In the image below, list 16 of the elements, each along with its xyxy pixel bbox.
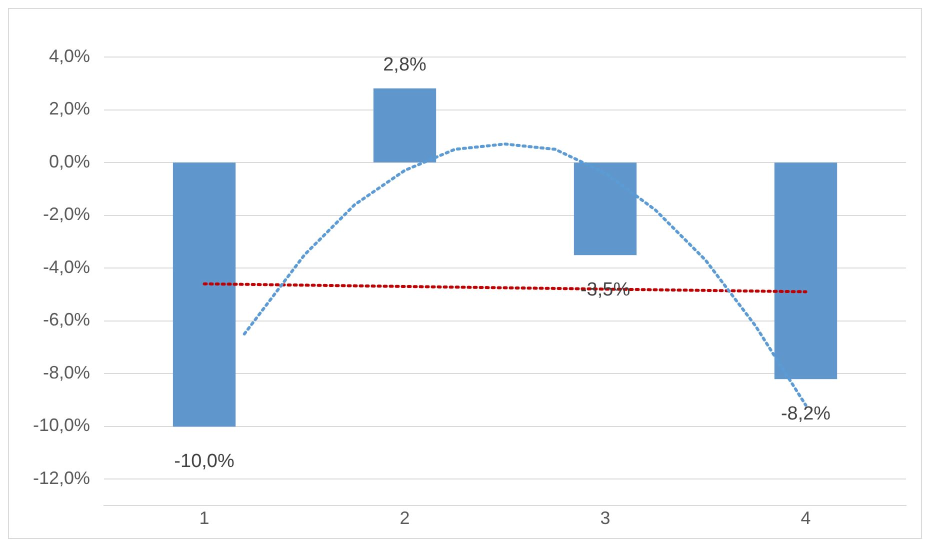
y-tick-label: -4,0% (43, 256, 90, 277)
data-label: 2,8% (383, 54, 427, 76)
x-tick-label: 3 (600, 508, 610, 528)
x-tick-label: 1 (199, 508, 210, 528)
y-tick-label: 0,0% (49, 151, 90, 172)
data-label: -8,2% (780, 404, 831, 425)
y-tick-label: -8,0% (43, 362, 90, 382)
y-tick-label: 4,0% (49, 46, 90, 66)
y-tick-label: -2,0% (43, 204, 90, 224)
y-tick-label: -10,0% (32, 415, 90, 436)
x-tick-label: 2 (400, 508, 410, 528)
data-label: -10,0% (174, 451, 234, 472)
y-tick-label: 2,0% (49, 98, 90, 119)
y-tick-label: -12,0% (32, 468, 90, 488)
x-tick-label: 4 (800, 508, 811, 528)
y-tick-label: -6,0% (43, 310, 90, 330)
